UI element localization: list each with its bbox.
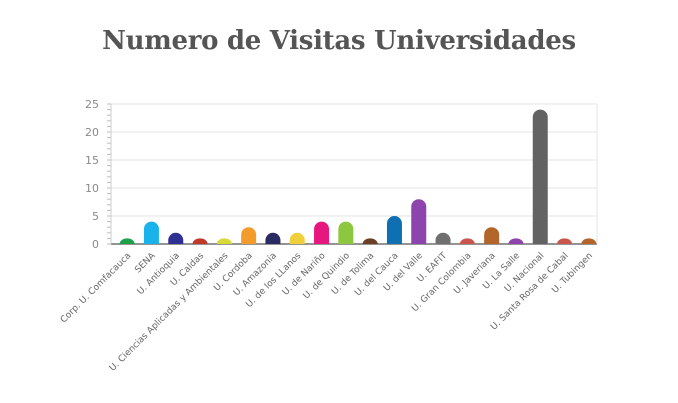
y-tick-label: 20 [85,126,99,139]
bar [581,238,597,244]
y-tick-label: 25 [85,98,99,111]
bar [459,238,475,244]
bar [532,109,548,244]
bar [119,238,135,244]
gridlines [111,103,597,245]
bar [289,232,305,244]
bar [314,221,330,244]
bar [435,232,451,244]
bars [119,109,597,244]
bar [411,199,427,244]
bar [192,238,208,244]
bar [216,238,232,244]
bar [241,227,257,244]
bar [143,221,159,244]
chart-title: Numero de Visitas Universidades [102,26,576,56]
y-tick-label: 0 [92,238,99,251]
bar [338,221,354,244]
y-tick-label: 15 [85,154,99,167]
y-tick-label: 10 [85,182,99,195]
y-tick-label: 5 [92,210,99,223]
bar [265,232,281,244]
x-tick-label: Corp. U. Comfacauca [59,251,133,325]
bar [168,232,184,244]
y-axis: 0 5 10 15 20 25 [85,98,598,251]
bar [557,238,573,244]
bar [508,238,524,244]
bar [484,227,500,244]
bar [386,216,402,244]
bar [362,238,378,244]
